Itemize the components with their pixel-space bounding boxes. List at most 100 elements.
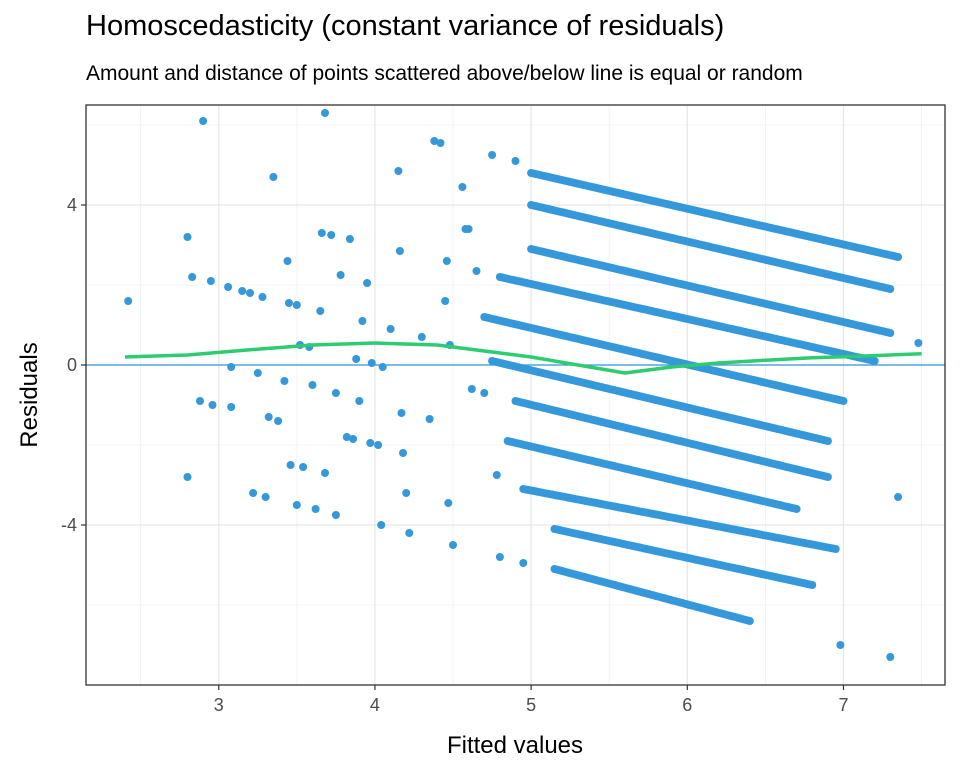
data-point <box>823 473 832 481</box>
x-axis-title: Fitted values <box>447 732 583 759</box>
data-point <box>386 325 395 333</box>
x-axis-ticks: 3 4 5 6 7 <box>214 685 848 715</box>
data-point <box>366 439 375 447</box>
data-point <box>292 501 301 509</box>
data-point <box>261 493 270 501</box>
data-point <box>124 297 133 305</box>
y-axis-title: Residuals <box>16 342 43 447</box>
data-point <box>274 417 283 425</box>
data-point <box>442 257 451 265</box>
data-point <box>472 267 481 275</box>
data-point <box>286 461 295 469</box>
data-point <box>449 541 457 549</box>
data-point <box>238 287 247 295</box>
data-point <box>321 109 329 117</box>
data-point <box>352 355 361 363</box>
x-tick-label: 7 <box>838 695 848 715</box>
data-point <box>480 389 489 397</box>
data-points <box>124 109 923 661</box>
plot-panel-border <box>85 104 946 686</box>
data-point <box>441 297 450 305</box>
data-point <box>269 173 278 181</box>
data-point <box>345 235 354 243</box>
x-tick-label: 3 <box>214 695 224 715</box>
data-point <box>327 231 336 239</box>
data-point <box>249 489 258 497</box>
data-point <box>399 449 407 457</box>
y-tick-label: 4 <box>67 195 77 215</box>
data-point <box>467 385 476 393</box>
data-point <box>224 283 233 291</box>
data-point <box>264 413 273 421</box>
data-point <box>308 381 317 389</box>
data-point <box>367 359 376 367</box>
data-point <box>377 521 386 529</box>
data-point <box>444 499 453 507</box>
data-point <box>823 437 832 445</box>
data-point <box>495 553 504 561</box>
data-point <box>196 397 204 405</box>
data-point <box>280 377 289 385</box>
data-point <box>227 403 236 411</box>
data-point <box>283 257 292 265</box>
data-point <box>342 433 351 441</box>
data-point <box>311 505 320 513</box>
data-point <box>894 253 903 261</box>
data-point <box>349 435 358 443</box>
smooth-line <box>124 341 922 375</box>
data-point <box>839 397 848 405</box>
data-point <box>394 167 403 175</box>
data-point <box>488 151 497 159</box>
data-point <box>894 493 903 501</box>
data-point <box>417 333 426 341</box>
data-point <box>299 463 308 471</box>
y-axis-ticks: -4 0 4 <box>61 195 86 535</box>
y-tick-label: -4 <box>61 515 77 535</box>
data-point <box>374 441 383 449</box>
chart-subtitle: Amount and distance of points scattered … <box>86 62 803 85</box>
data-point <box>208 401 217 409</box>
data-point <box>199 117 208 125</box>
data-point <box>458 183 467 191</box>
data-point <box>492 471 501 479</box>
data-point <box>317 229 326 237</box>
data-point <box>430 137 439 145</box>
data-point <box>292 301 301 309</box>
data-point <box>745 617 754 625</box>
data-point <box>425 415 434 423</box>
data-point <box>397 409 406 417</box>
data-point <box>316 307 325 315</box>
data-point <box>395 247 404 255</box>
data-point <box>355 397 364 405</box>
data-point <box>405 529 414 537</box>
data-point <box>886 653 895 661</box>
data-point <box>464 225 473 233</box>
data-point <box>886 285 895 293</box>
data-point <box>258 293 267 301</box>
data-point <box>436 139 445 147</box>
data-point <box>246 289 254 297</box>
data-point <box>519 559 528 567</box>
chart-title: Homoscedasticity (constant variance of r… <box>86 10 725 42</box>
data-point <box>792 505 801 513</box>
data-point <box>183 473 192 481</box>
data-point <box>336 271 345 279</box>
data-point <box>363 279 372 287</box>
data-point <box>321 469 329 477</box>
data-point <box>870 357 879 365</box>
data-point <box>836 641 845 649</box>
data-point <box>253 369 262 377</box>
data-point <box>914 339 923 347</box>
data-point <box>183 233 192 241</box>
data-point <box>511 157 520 165</box>
x-tick-label: 5 <box>526 695 536 715</box>
data-point <box>227 363 236 371</box>
data-point <box>358 317 367 325</box>
x-tick-label: 4 <box>370 695 380 715</box>
data-point <box>886 329 895 337</box>
data-point <box>188 273 197 281</box>
data-point <box>378 363 387 371</box>
data-point <box>285 299 293 307</box>
data-point <box>808 581 817 589</box>
